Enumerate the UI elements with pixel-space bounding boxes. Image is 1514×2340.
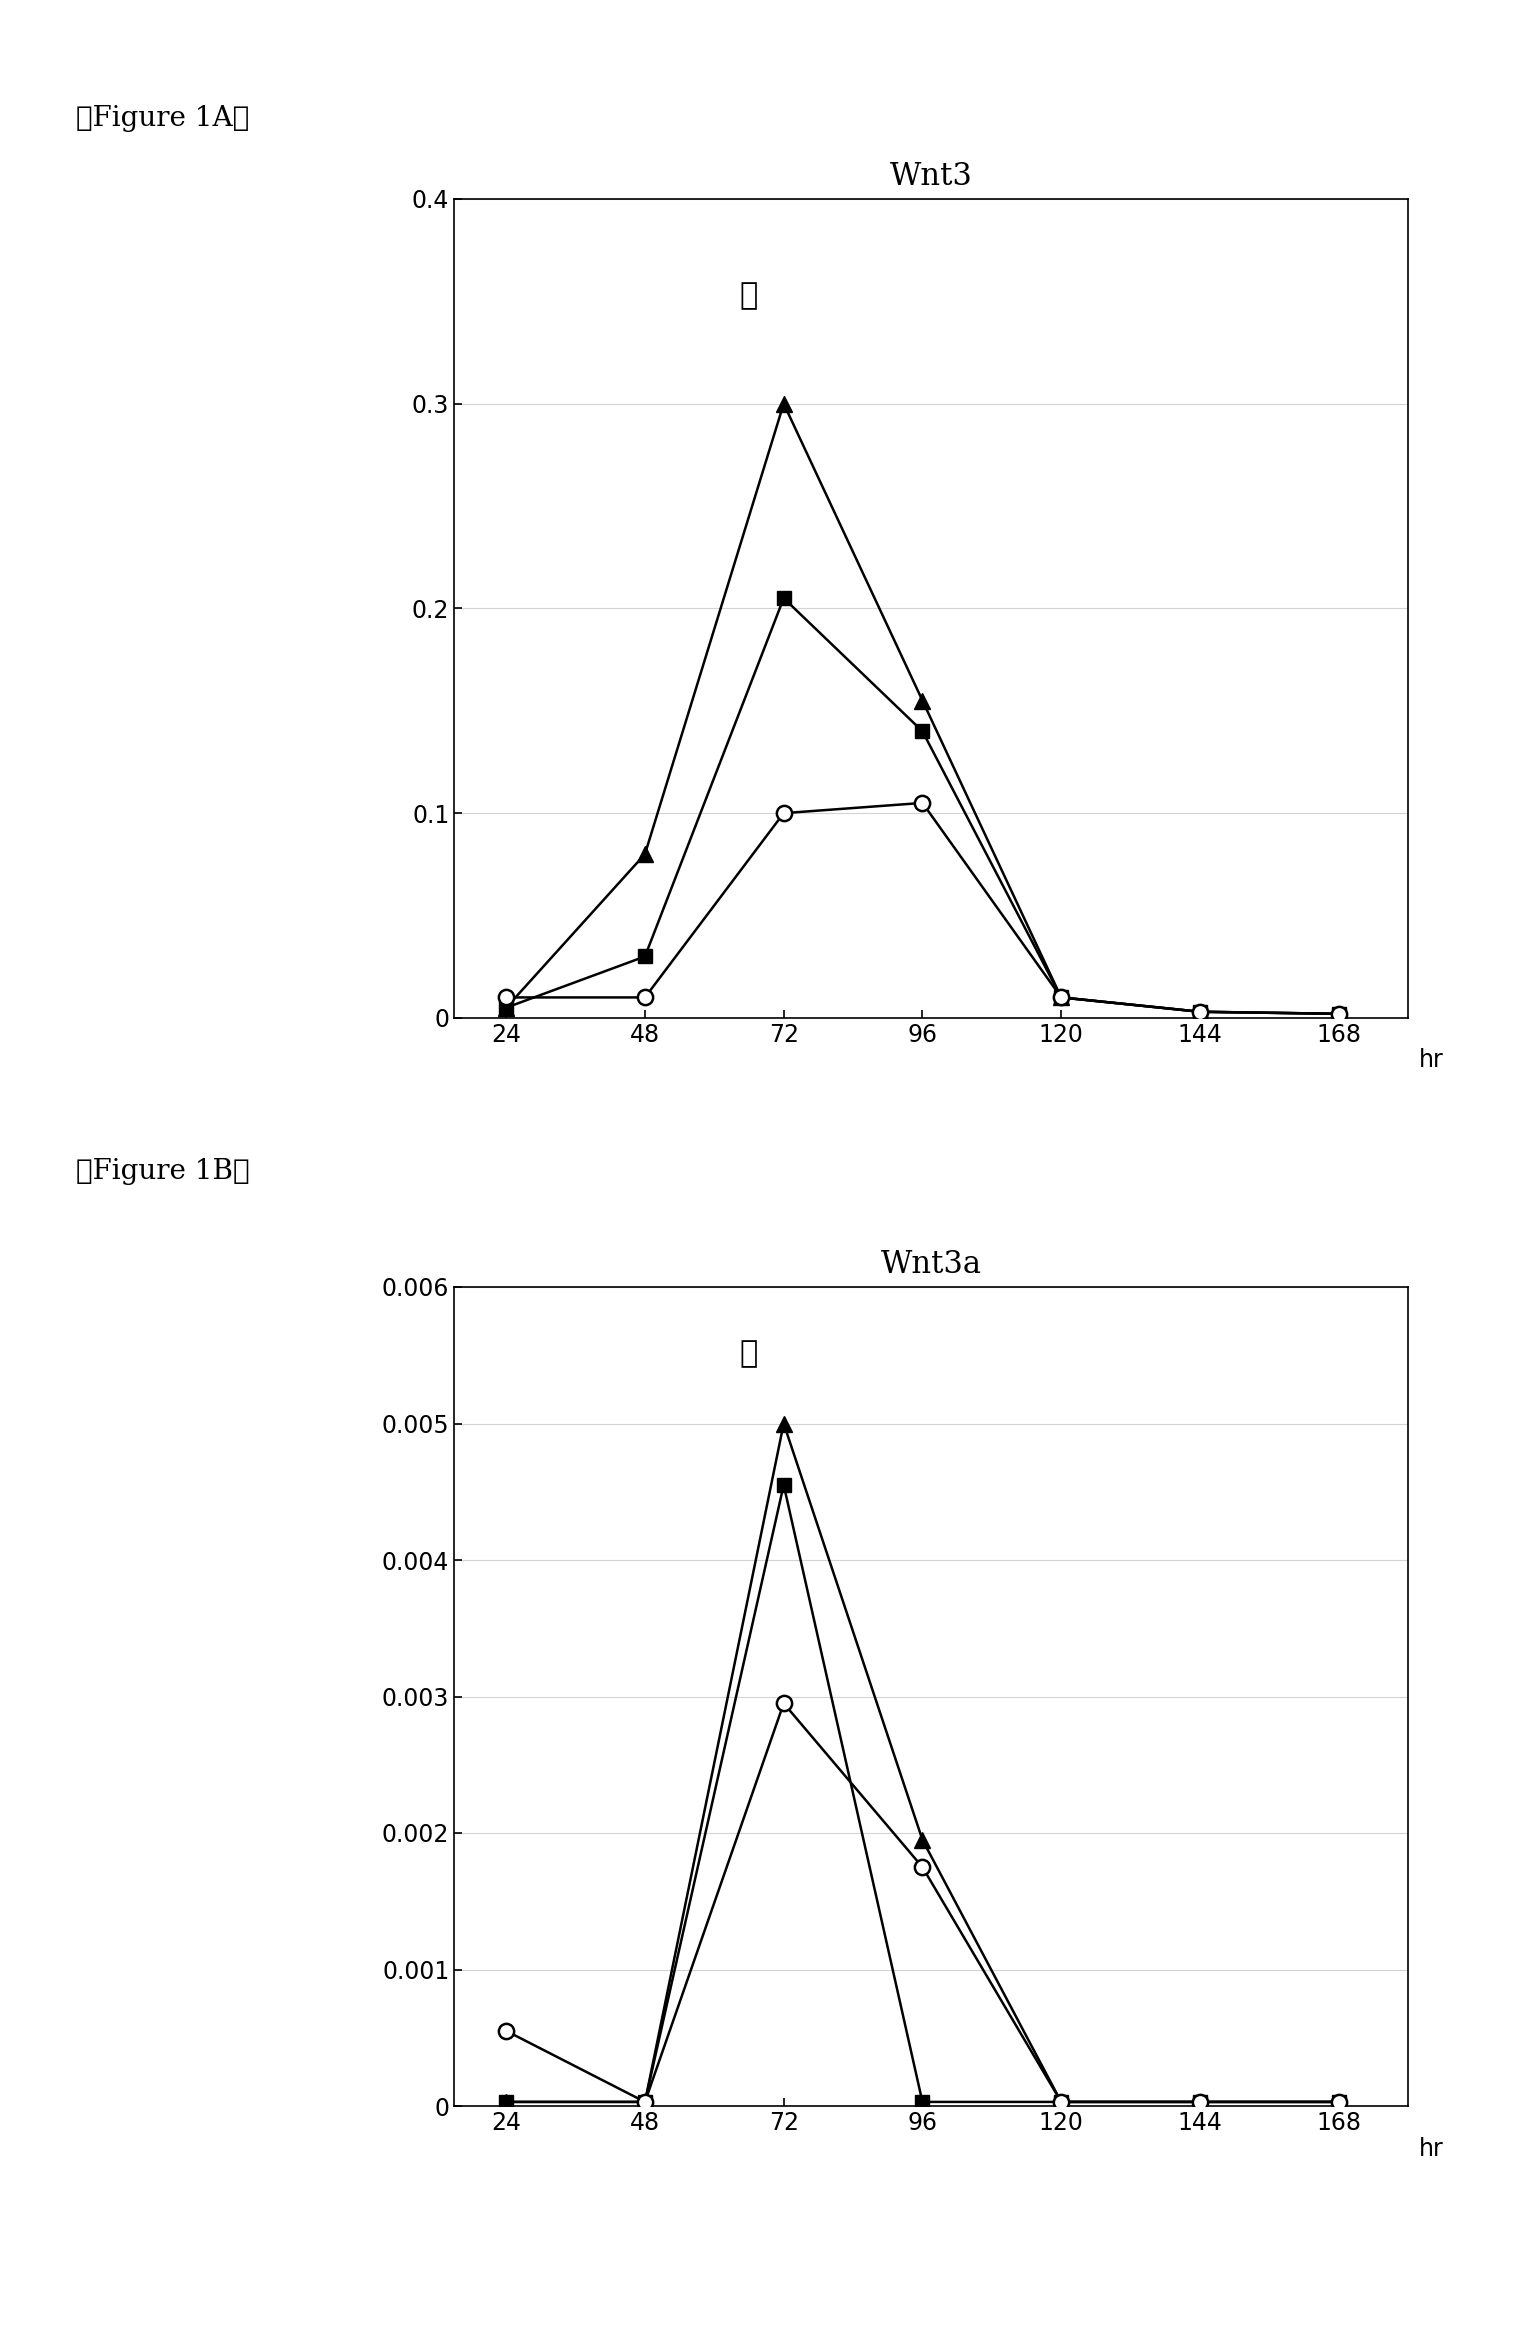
Text: hr: hr — [1419, 1048, 1444, 1072]
Text: ※: ※ — [740, 281, 759, 311]
Title: Wnt3: Wnt3 — [890, 161, 972, 192]
Text: 「Figure 1A」: 「Figure 1A」 — [76, 105, 248, 133]
Text: ※: ※ — [740, 1338, 759, 1369]
Text: 「Figure 1B」: 「Figure 1B」 — [76, 1158, 250, 1186]
Text: hr: hr — [1419, 2136, 1444, 2160]
Title: Wnt3a: Wnt3a — [881, 1250, 981, 1280]
